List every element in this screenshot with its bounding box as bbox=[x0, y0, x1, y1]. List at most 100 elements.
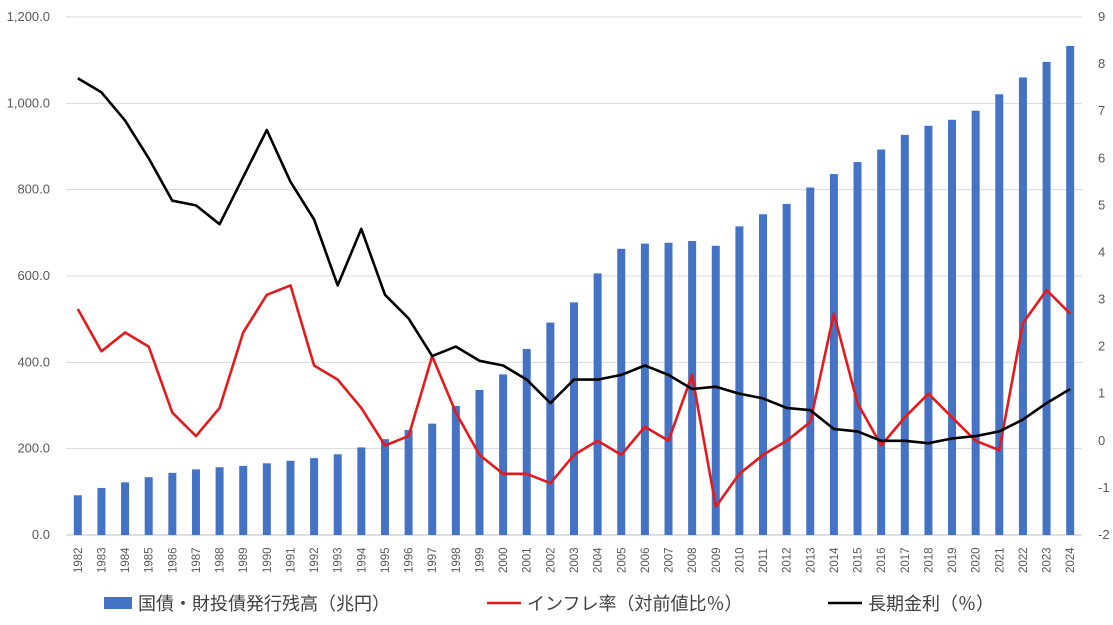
x-tick-label: 1992 bbox=[309, 547, 321, 573]
bar bbox=[310, 458, 319, 535]
left-tick-label: 600.0 bbox=[17, 268, 50, 283]
bar bbox=[782, 203, 791, 535]
bar bbox=[829, 174, 838, 536]
x-tick-label: 2024 bbox=[1065, 547, 1077, 573]
x-tick-label: 1999 bbox=[474, 547, 486, 573]
x-tick-label: 2006 bbox=[640, 547, 652, 573]
x-tick-label: 2023 bbox=[1042, 547, 1054, 573]
x-tick-label: 2018 bbox=[923, 547, 935, 573]
x-tick-label: 2008 bbox=[687, 547, 699, 573]
x-tick-label: 2015 bbox=[853, 547, 865, 573]
left-tick-label: 800.0 bbox=[17, 182, 50, 197]
x-tick-label: 2016 bbox=[876, 547, 888, 573]
legend-swatch bbox=[104, 597, 132, 609]
bar bbox=[900, 134, 909, 535]
bar bbox=[333, 454, 342, 535]
bar bbox=[239, 465, 248, 535]
bar bbox=[853, 162, 862, 536]
right-tick-label: -1 bbox=[1098, 480, 1110, 495]
right-tick-label: 9 bbox=[1098, 9, 1105, 24]
x-tick-label: 2010 bbox=[734, 547, 746, 573]
left-tick-label: 1,200.0 bbox=[7, 9, 50, 24]
bar bbox=[144, 477, 153, 535]
x-tick-label: 1994 bbox=[356, 547, 368, 573]
bar bbox=[664, 242, 673, 536]
right-tick-label: 4 bbox=[1098, 244, 1105, 259]
x-tick-label: 2020 bbox=[971, 547, 983, 573]
right-tick-label: 8 bbox=[1098, 56, 1105, 71]
bar bbox=[215, 467, 224, 535]
x-tick-label: 2017 bbox=[900, 547, 912, 573]
bar bbox=[806, 187, 815, 535]
x-tick-label: 1983 bbox=[96, 547, 108, 573]
bar bbox=[357, 447, 366, 535]
legend-label: 長期金利（％） bbox=[868, 594, 994, 615]
right-tick-label: 7 bbox=[1098, 103, 1105, 118]
x-tick-label: 1998 bbox=[451, 547, 463, 573]
x-tick-label: 1987 bbox=[191, 547, 203, 573]
x-tick-label: 2005 bbox=[616, 547, 628, 573]
bar bbox=[617, 248, 626, 535]
bar bbox=[1066, 45, 1075, 536]
bar bbox=[995, 94, 1004, 535]
bar bbox=[168, 472, 177, 535]
bar bbox=[97, 487, 106, 535]
legend-label: インフレ率（対前値比％） bbox=[527, 594, 742, 615]
x-tick-label: 2007 bbox=[664, 547, 676, 573]
bar bbox=[286, 460, 295, 535]
bar bbox=[735, 226, 744, 535]
x-tick-label: 1996 bbox=[404, 547, 416, 573]
x-tick-label: 1984 bbox=[120, 547, 132, 573]
x-tick-label: 2001 bbox=[522, 547, 534, 573]
x-tick-label: 2011 bbox=[758, 548, 770, 573]
right-tick-label: 3 bbox=[1098, 292, 1105, 307]
x-tick-label: 2012 bbox=[782, 547, 794, 573]
left-tick-label: 400.0 bbox=[17, 354, 50, 369]
bar bbox=[451, 405, 460, 535]
bar bbox=[593, 273, 602, 535]
x-tick-label: 1991 bbox=[285, 547, 297, 573]
right-tick-label: 2 bbox=[1098, 339, 1105, 354]
bar bbox=[1042, 61, 1051, 535]
left-tick-label: 200.0 bbox=[17, 441, 50, 456]
x-tick-label: 2003 bbox=[569, 547, 581, 573]
bar bbox=[759, 214, 768, 535]
x-tick-label: 1990 bbox=[262, 547, 274, 573]
x-tick-label: 1986 bbox=[167, 547, 179, 573]
x-tick-label: 1982 bbox=[73, 547, 85, 573]
x-tick-label: 2022 bbox=[1018, 547, 1030, 573]
right-tick-label: -2 bbox=[1098, 527, 1110, 542]
gridlines bbox=[66, 16, 1082, 536]
bar bbox=[1018, 77, 1027, 535]
bar bbox=[380, 439, 389, 535]
right-tick-label: 6 bbox=[1098, 150, 1105, 165]
bar bbox=[924, 125, 933, 535]
x-tick-label: 1995 bbox=[380, 547, 392, 573]
bar bbox=[428, 423, 437, 535]
bar bbox=[121, 482, 130, 535]
bar bbox=[475, 389, 484, 535]
bar bbox=[499, 374, 508, 535]
right-tick-label: 1 bbox=[1098, 386, 1105, 401]
bar bbox=[877, 149, 886, 535]
bar bbox=[191, 469, 200, 535]
left-tick-label: 0.0 bbox=[32, 527, 50, 542]
right-axis: -2 -1 0 1 2 3 4 5 6 7 8 9 bbox=[1098, 9, 1110, 542]
bar bbox=[404, 430, 413, 535]
bar bbox=[640, 243, 649, 535]
x-tick-label: 2009 bbox=[711, 547, 723, 573]
right-tick-label: 5 bbox=[1098, 197, 1105, 212]
legend-label: 国債・財投債発行残高（兆円） bbox=[138, 594, 390, 615]
bar bbox=[73, 495, 82, 535]
x-tick-label: 2000 bbox=[498, 547, 510, 573]
bar bbox=[971, 110, 980, 536]
x-tick-label: 1989 bbox=[238, 547, 250, 573]
series-line bbox=[76, 284, 1072, 509]
bar bbox=[546, 322, 555, 535]
bar-series bbox=[73, 45, 1075, 536]
bar bbox=[262, 463, 271, 535]
left-tick-label: 1,000.0 bbox=[7, 95, 50, 110]
bar bbox=[522, 348, 531, 535]
x-tick-label: 2002 bbox=[545, 547, 557, 573]
